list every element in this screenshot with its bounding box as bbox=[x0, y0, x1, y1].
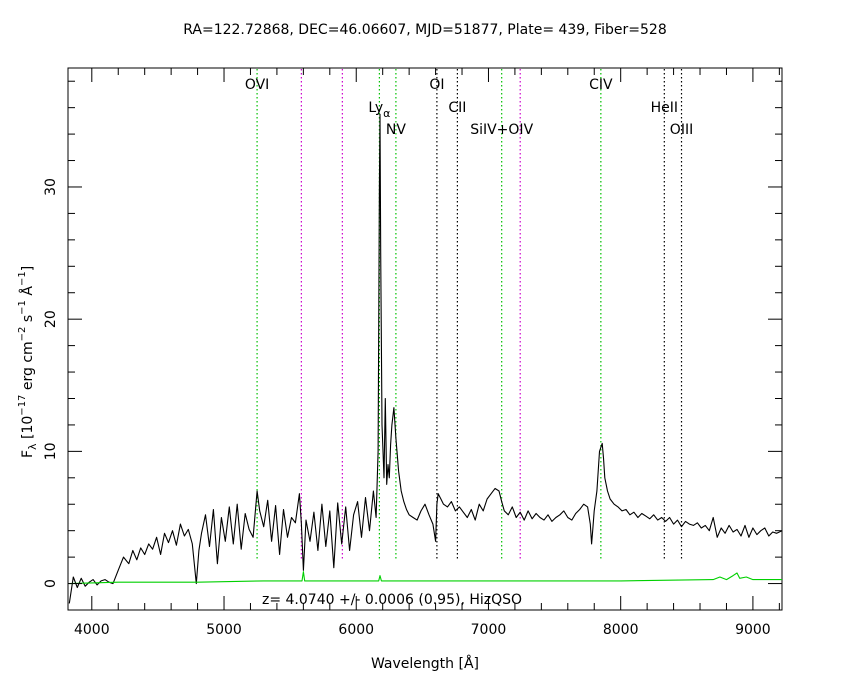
line-label-6: CII bbox=[448, 100, 466, 116]
line-label-10: HeII bbox=[651, 100, 678, 116]
series-line-1 bbox=[69, 571, 782, 585]
y-label-exp1: −17 bbox=[17, 395, 28, 416]
y-label-flux: F bbox=[20, 450, 36, 458]
x-tick-label: 8000 bbox=[603, 622, 639, 638]
y-tick-label: 20 bbox=[43, 310, 59, 328]
y-label-part1: [10 bbox=[20, 416, 36, 444]
emission-line-markers bbox=[256, 69, 683, 560]
x-tick-label: 5000 bbox=[206, 622, 242, 638]
y-tick-label: 30 bbox=[43, 178, 59, 196]
y-label-part5: ] bbox=[20, 266, 36, 271]
y-label-exp2: −2 bbox=[17, 327, 28, 342]
line-label-4: NV bbox=[386, 122, 406, 138]
y-tick-label: 10 bbox=[43, 442, 59, 460]
plot-frame bbox=[67, 67, 783, 611]
series-line-0 bbox=[68, 113, 783, 604]
y-tick-label: 0 bbox=[43, 579, 59, 588]
line-label-7: SiIV+OIV bbox=[470, 122, 533, 138]
y-label-part3: s bbox=[20, 315, 36, 327]
x-tick-label: 6000 bbox=[338, 622, 374, 638]
y-label-part2: erg cm bbox=[20, 341, 36, 394]
x-tick-label: 9000 bbox=[735, 622, 771, 638]
axis-ticks: 4000 5000 6000 7000 8000 9000 0 10 20 30 bbox=[43, 68, 782, 638]
line-label-9: CIV bbox=[589, 77, 613, 93]
series-layer bbox=[68, 113, 783, 604]
chart-title: RA=122.72868, DEC=46.06607, MJD=51877, P… bbox=[183, 22, 667, 38]
x-tick-label: 4000 bbox=[74, 622, 110, 638]
y-label-exp4: −1 bbox=[17, 271, 28, 286]
line-label-0: OVI bbox=[245, 77, 269, 93]
plot-area: 4000 5000 6000 7000 8000 9000 0 10 20 30 OVI Lyα NV… bbox=[43, 67, 783, 638]
x-axis-label: Wavelength [Å] bbox=[371, 655, 479, 672]
redshift-annotation: z= 4.0740 +/- 0.0006 (0.95), HizQSO bbox=[262, 592, 522, 608]
y-label-flux-sub: λ bbox=[26, 443, 39, 450]
y-axis-label: Fλ [10−17 erg cm−2 s−1 Å−1] bbox=[17, 266, 39, 458]
y-label-part4: Å bbox=[19, 286, 36, 300]
line-label-5: OI bbox=[429, 77, 444, 93]
x-tick-label: 7000 bbox=[471, 622, 507, 638]
y-label-exp3: −1 bbox=[17, 300, 28, 315]
line-label-11: OIII bbox=[670, 122, 693, 138]
line-label-3: Lyα bbox=[368, 100, 390, 120]
